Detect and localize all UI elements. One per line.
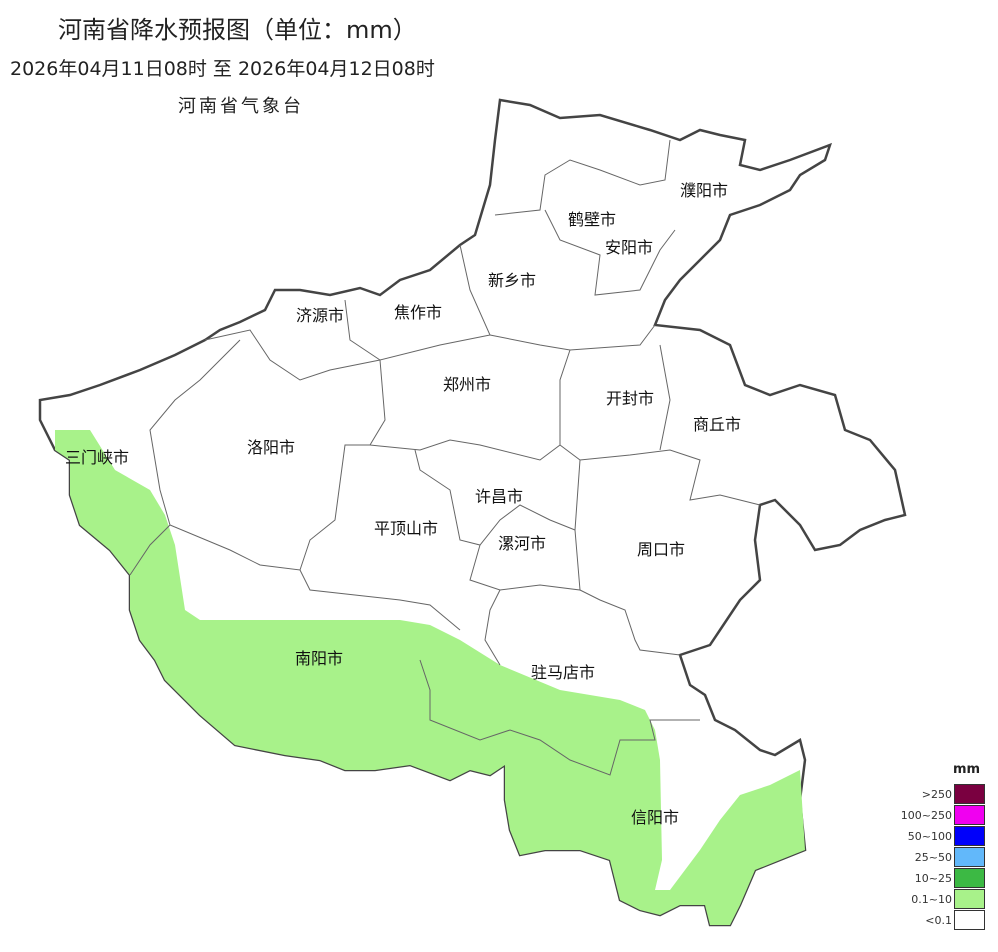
city-label: 漯河市 xyxy=(497,534,547,553)
legend-label: <0.1 xyxy=(925,914,952,927)
legend-label: 50~100 xyxy=(907,830,952,843)
city-label: 济源市 xyxy=(295,306,345,325)
map-title: 河南省降水预报图（单位：mm） xyxy=(58,16,417,44)
legend-label: 10~25 xyxy=(914,872,952,885)
city-label: 焦作市 xyxy=(393,303,443,322)
legend-item: >250 xyxy=(895,784,987,805)
legend-swatch xyxy=(954,826,985,846)
city-label: 商丘市 xyxy=(692,415,742,434)
legend-item: 50~100 xyxy=(895,826,987,847)
city-label: 鹤壁市 xyxy=(567,210,617,229)
city-label: 安阳市 xyxy=(604,238,654,257)
legend-swatch xyxy=(954,910,985,930)
legend-swatch xyxy=(954,847,985,867)
legend-label: >250 xyxy=(921,788,952,801)
city-label: 郑州市 xyxy=(442,375,492,394)
legend-swatch xyxy=(954,868,985,888)
legend-item: 100~250 xyxy=(895,805,987,826)
city-boundaries xyxy=(129,139,761,776)
legend-item: 0.1~10 xyxy=(895,889,987,910)
city-label: 信阳市 xyxy=(630,808,680,827)
city-label: 平顶山市 xyxy=(373,519,439,538)
legend-item: 25~50 xyxy=(895,847,987,868)
city-label: 许昌市 xyxy=(474,487,524,506)
legend-item: <0.1 xyxy=(895,910,987,931)
city-label: 三门峡市 xyxy=(64,448,130,467)
legend-swatch xyxy=(954,784,985,804)
city-label: 洛阳市 xyxy=(246,438,296,457)
city-label: 南阳市 xyxy=(294,649,344,668)
legend-swatch xyxy=(954,805,985,825)
forecast-period: 2026年04月11日08时 至 2026年04月12日08时 xyxy=(10,58,435,80)
city-label: 驻马店市 xyxy=(530,663,596,682)
legend-swatch xyxy=(954,889,985,909)
city-label: 周口市 xyxy=(636,540,686,559)
legend-item: 10~25 xyxy=(895,868,987,889)
city-label: 濮阳市 xyxy=(679,181,729,200)
legend-label: 25~50 xyxy=(914,851,952,864)
city-label: 开封市 xyxy=(605,389,655,408)
legend-label: 0.1~10 xyxy=(911,893,952,906)
city-label: 新乡市 xyxy=(487,271,537,290)
legend-label: 100~250 xyxy=(900,809,952,822)
rain-area-0.1-10 xyxy=(55,430,805,925)
legend-unit: mm xyxy=(953,762,981,777)
agency-name: 河南省气象台 xyxy=(178,96,304,117)
